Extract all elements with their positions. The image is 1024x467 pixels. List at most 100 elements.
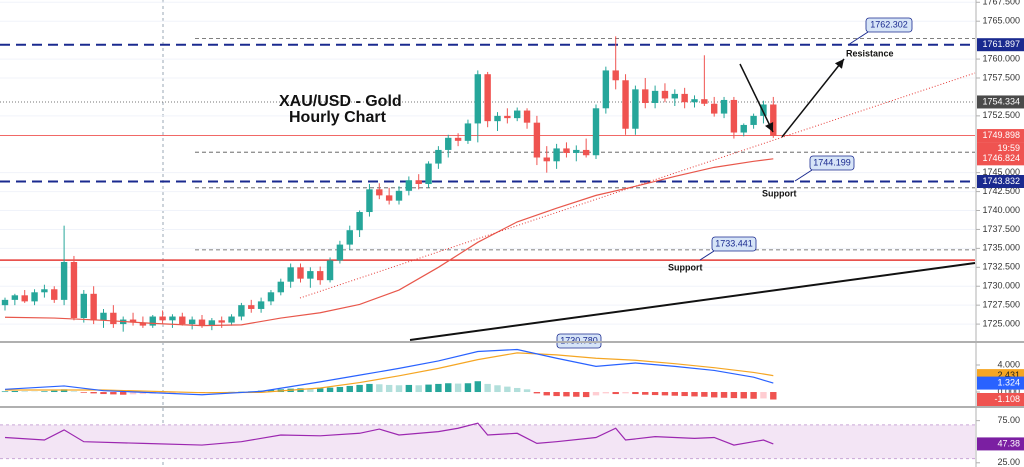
price-label: 47.38 [997, 438, 1020, 448]
callout-leader [699, 250, 715, 261]
candle-body [750, 115, 757, 125]
histogram-bar [11, 391, 19, 393]
candle-body [612, 70, 619, 81]
y-tick-label: 0.000 [997, 386, 1020, 396]
histogram-bar [514, 387, 521, 393]
candle-body [277, 281, 284, 293]
histogram-bar [376, 384, 383, 393]
histogram-bar [592, 392, 600, 396]
candle-body [602, 70, 610, 109]
candle-body [41, 289, 48, 293]
candle-body [90, 293, 97, 321]
y-tick-label: 1767.500 [982, 0, 1020, 7]
histogram-bar [1, 391, 9, 393]
price-label-bg [977, 129, 1024, 143]
rsi-band [0, 424, 975, 459]
candle-body [376, 189, 383, 196]
histogram-bar [267, 389, 275, 393]
candle-body [31, 292, 38, 302]
histogram-bar [415, 385, 422, 393]
candle-body [770, 104, 777, 136]
histogram-bar [297, 388, 304, 393]
candle-body [592, 108, 600, 156]
callout-leader [794, 169, 813, 182]
candle-body [563, 148, 570, 153]
histogram-bar [70, 391, 78, 393]
candle-body [573, 149, 580, 153]
histogram-bar [60, 389, 68, 393]
histogram-bar [90, 392, 97, 394]
y-tick-label: 1732.500 [982, 262, 1020, 272]
histogram-bar [642, 392, 649, 395]
histogram-bar [464, 383, 472, 393]
price-label-bg [977, 174, 1024, 188]
moving-average [4, 158, 774, 327]
countdown-bg [977, 142, 1024, 156]
panel-divider [0, 341, 1024, 343]
histogram-bar [484, 383, 491, 393]
candle-body [454, 137, 462, 141]
candle-body [179, 316, 186, 325]
candle-body [100, 312, 107, 321]
histogram-bar [661, 392, 669, 396]
histogram-bar [385, 384, 393, 393]
candle-body [514, 110, 521, 119]
histogram-bar [504, 386, 511, 393]
histogram-bar [317, 388, 324, 393]
candle-body [760, 104, 767, 116]
candle-body [80, 293, 87, 319]
candle-body [464, 123, 472, 141]
candle-body [504, 115, 511, 119]
price-label: 1761.897 [982, 39, 1020, 49]
candle-body [70, 262, 78, 319]
candle-body [681, 93, 688, 103]
y-tick-label: 1737.500 [982, 224, 1020, 234]
histogram-bar [425, 384, 432, 393]
candle-body [129, 319, 137, 323]
candle-body [60, 262, 68, 300]
histogram-bar [750, 392, 757, 399]
candle-body [691, 99, 698, 103]
candle-body [267, 292, 275, 302]
histogram-bar [51, 390, 58, 393]
candle-body [385, 195, 393, 201]
candle-body [474, 74, 481, 124]
histogram-bar [671, 392, 678, 396]
histogram-bar [770, 392, 777, 400]
price-label: 1743.832 [982, 176, 1020, 186]
candle-body [445, 137, 452, 150]
y-tick-label: 1765.000 [982, 16, 1020, 26]
candle-body [543, 157, 550, 162]
resistance-note: Resistance [846, 48, 894, 58]
histogram-bar [169, 392, 176, 394]
price-label-bg [977, 393, 1024, 407]
candle-body [208, 320, 216, 326]
candle-body [425, 163, 432, 185]
candle-body [188, 319, 196, 325]
histogram-bar [307, 388, 314, 393]
candle-body [661, 90, 669, 99]
candle-body [159, 316, 166, 321]
histogram-bar [326, 387, 334, 393]
histogram-bar [651, 392, 659, 396]
y-tick-label: 4.000 [997, 359, 1020, 369]
callout-label: 1733.441 [715, 238, 753, 248]
histogram-bar [612, 392, 619, 395]
price-label: 1.324 [997, 377, 1020, 387]
chart-subtitle: Hourly Chart [289, 109, 387, 126]
candle-body [435, 149, 442, 164]
candle-body [484, 74, 491, 122]
histogram-bar [336, 386, 344, 393]
price-label-bg [977, 95, 1024, 109]
histogram-bar [602, 392, 610, 394]
histogram-bar [494, 385, 501, 393]
y-tick-label: 1725.000 [982, 318, 1020, 328]
histogram-bar [21, 391, 28, 393]
y-tick-label: 1730.000 [982, 281, 1020, 291]
price-label: 2.431 [997, 370, 1020, 380]
price-label-bg [977, 152, 1024, 166]
